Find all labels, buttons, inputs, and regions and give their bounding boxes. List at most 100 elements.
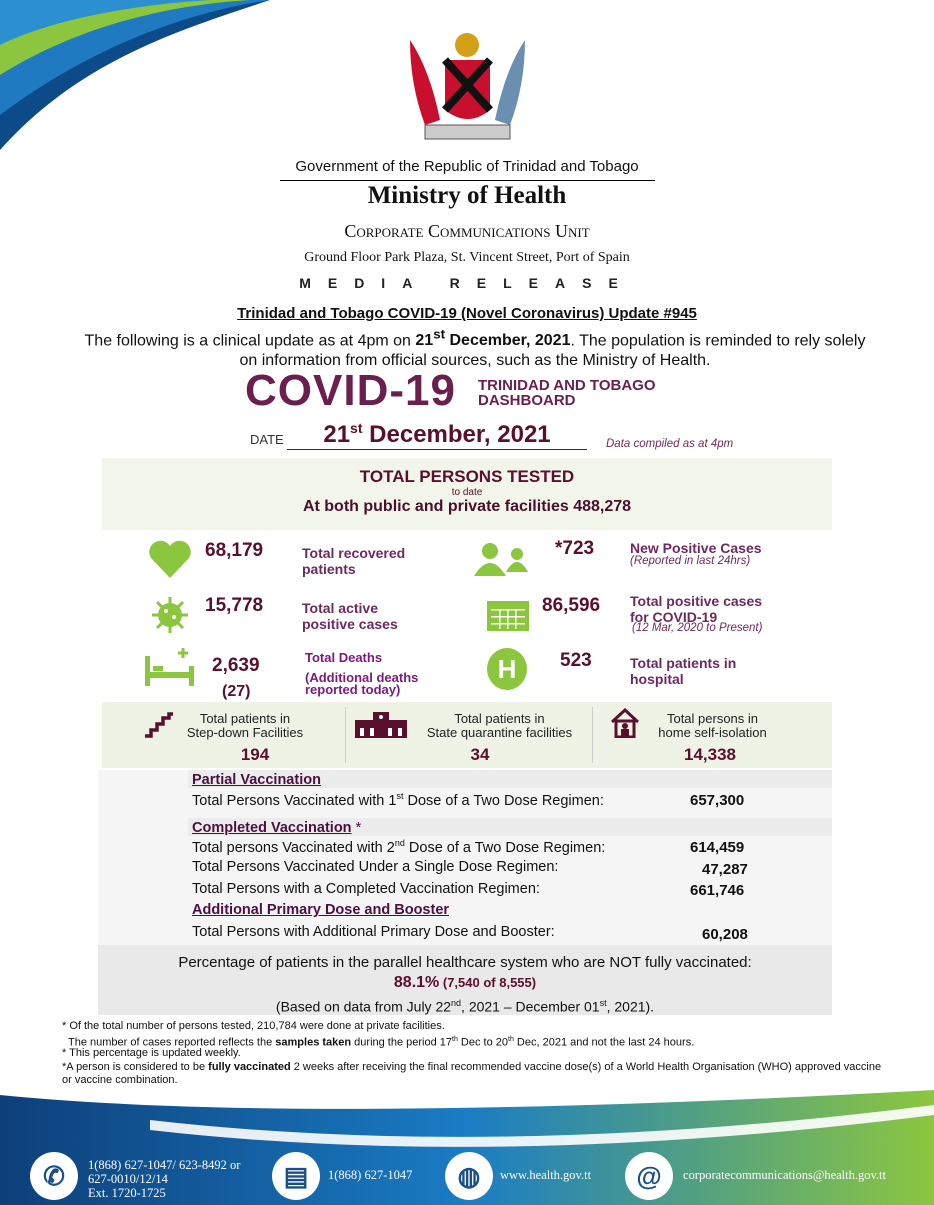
footnote-private-tests: * Of the total number of persons tested,… xyxy=(62,1020,445,1032)
recovered-label: Total recovered patients xyxy=(302,545,405,577)
stairs-icon xyxy=(145,712,173,738)
people-icon xyxy=(474,543,528,576)
coat-of-arms-logo xyxy=(410,33,525,140)
footer-phone: 1(868) 627-1047/ 623-8492 or 627-0010/12/… xyxy=(88,1158,240,1200)
total-positive-value: 86,596 xyxy=(542,595,601,616)
header-strip xyxy=(188,770,832,788)
partial-row: Total Persons Vaccinated with 1st Dose o… xyxy=(192,791,604,809)
intro-date-sup: st xyxy=(433,327,446,342)
completed-row: Total Persons with a Completed Vaccinati… xyxy=(192,881,540,897)
new-cases-note: (Reported in last 24hrs) xyxy=(630,555,751,567)
percentage-detail: (7,540 of 8,555) xyxy=(439,975,537,990)
completed-row: Total Persons Vaccinated Under a Single … xyxy=(192,859,559,875)
hospital-value: 523 xyxy=(560,650,592,671)
heart-icon xyxy=(149,540,191,578)
total-positive-label: Total positive cases for COVID-19 xyxy=(630,593,762,625)
label-line: Step-down Facilities xyxy=(186,725,304,740)
footnote-weekly: * This percentage is updated weekly. xyxy=(62,1047,241,1059)
fn-text: during the period 17 xyxy=(351,1036,453,1049)
row-text: Dose of a Two Dose Regimen: xyxy=(404,839,606,856)
intro-date: 21 xyxy=(415,332,434,350)
fn-bold: samples taken xyxy=(275,1036,352,1049)
house-icon xyxy=(610,708,640,738)
row-text: Total persons Vaccinated with 2 xyxy=(192,839,395,856)
label-line: Total active xyxy=(302,600,378,616)
header-strip xyxy=(188,818,832,836)
tested-total: At both public and private facilities 48… xyxy=(302,498,632,515)
divider xyxy=(280,180,655,181)
update-intro: The following is a clinical update as at… xyxy=(80,325,870,371)
fn-text: Dec, 2021 and not the last 24 hours. xyxy=(513,1036,695,1049)
header-swoosh xyxy=(0,0,270,150)
deaths-value: 2,639 xyxy=(212,655,260,676)
fn-text: The number of cases reported reflects th… xyxy=(68,1036,276,1049)
date-rest: December, 2021 xyxy=(362,421,551,448)
date-sup: st xyxy=(350,420,363,436)
dashboard-date: 21st December, 2021 xyxy=(287,420,587,450)
unit-name: Corporate Communications Unit xyxy=(344,221,590,241)
footer-email[interactable]: corporatecommunications@health.gov.tt xyxy=(683,1168,887,1182)
date-day: 21 xyxy=(323,421,351,448)
additional-deaths-value: (27) xyxy=(222,683,251,700)
row-sup: st xyxy=(396,791,404,801)
heading-text: Completed Vaccination xyxy=(192,820,352,836)
date-label: DATE xyxy=(250,432,284,447)
percentage-panel: Percentage of patients in the parallel h… xyxy=(98,945,832,1015)
footer-banner xyxy=(0,1090,934,1205)
at-icon: @ xyxy=(625,1152,673,1200)
label-line: Total patients in xyxy=(454,711,545,726)
quarantine-value: 34 xyxy=(470,745,490,764)
label-line: for COVID-19 xyxy=(630,609,718,625)
label-line: Total positive cases xyxy=(630,593,763,609)
label-line: Total Deaths xyxy=(305,650,383,665)
row-text: Total Persons Vaccinated with 1 xyxy=(192,792,397,809)
label-line: Total recovered xyxy=(302,545,406,561)
asterisk: * xyxy=(351,820,362,836)
basis-sup: st xyxy=(599,998,607,1008)
virus-icon xyxy=(152,597,188,633)
basis-text: , 2021 – December 01 xyxy=(461,998,600,1015)
footnote-fully-vaccinated: *A person is considered to be fully vacc… xyxy=(62,1061,892,1087)
svg-text:H: H xyxy=(498,654,517,684)
completed-value: 614,459 xyxy=(690,839,745,856)
facilities-panel xyxy=(102,702,832,768)
completed-row: Total persons Vaccinated with 2nd Dose o… xyxy=(192,838,605,856)
fn-sup: th xyxy=(508,1036,514,1043)
subtitle-line: DASHBOARD xyxy=(478,392,576,409)
phone-line: 1(868) 627-1047/ 623-8492 or xyxy=(88,1158,241,1172)
bed-icon xyxy=(145,648,194,686)
government-name: Government of the Republic of Trinidad a… xyxy=(295,158,639,175)
label-line: positive cases xyxy=(302,616,398,632)
calendar-icon xyxy=(487,601,529,631)
tested-sub: to date xyxy=(451,487,483,498)
ministry-name: Ministry of Health xyxy=(367,182,567,209)
phone-line: 627-0010/12/14 xyxy=(88,1172,168,1186)
label-line: State quarantine facilities xyxy=(426,725,573,740)
footer-website[interactable]: www.health.gov.tt xyxy=(500,1168,592,1182)
building-icon xyxy=(355,712,407,738)
new-cases-label: New Positive Cases xyxy=(630,540,762,556)
booster-heading: Additional Primary Dose and Booster xyxy=(192,902,450,918)
basis-sup: nd xyxy=(451,998,462,1008)
booster-row: Total Persons with Additional Primary Do… xyxy=(192,924,555,940)
media-release-label: MEDIA RELEASE xyxy=(299,275,635,291)
fn-text: Dec to 20 xyxy=(457,1036,509,1049)
divider xyxy=(345,707,346,763)
subtitle-line: TRINIDAD AND TOBAGO xyxy=(478,377,656,394)
phone-line: Ext. 1720-1725 xyxy=(88,1186,166,1200)
label-line: reported today) xyxy=(305,682,401,697)
stepdown-label: Total patients in Step-down Facilities xyxy=(180,712,310,740)
compiled-note: Data compiled as at 4pm xyxy=(606,438,734,450)
active-value: 15,778 xyxy=(205,595,264,616)
partial-heading: Partial Vaccination xyxy=(192,772,321,788)
label-line: Total patients in xyxy=(630,655,737,671)
stepdown-value: 194 xyxy=(240,745,270,764)
label-line: home self-isolation xyxy=(658,725,767,740)
completed-heading: Completed Vaccination * xyxy=(192,820,361,836)
label-line: Total patients in xyxy=(199,711,291,726)
phone-icon: ✆ xyxy=(30,1152,78,1200)
recovered-value: 68,179 xyxy=(205,540,264,561)
fn-bold: fully vaccinated xyxy=(208,1061,291,1073)
footnote-samples: The number of cases reported reflects th… xyxy=(68,1033,694,1050)
completed-value: 47,287 xyxy=(702,861,748,878)
